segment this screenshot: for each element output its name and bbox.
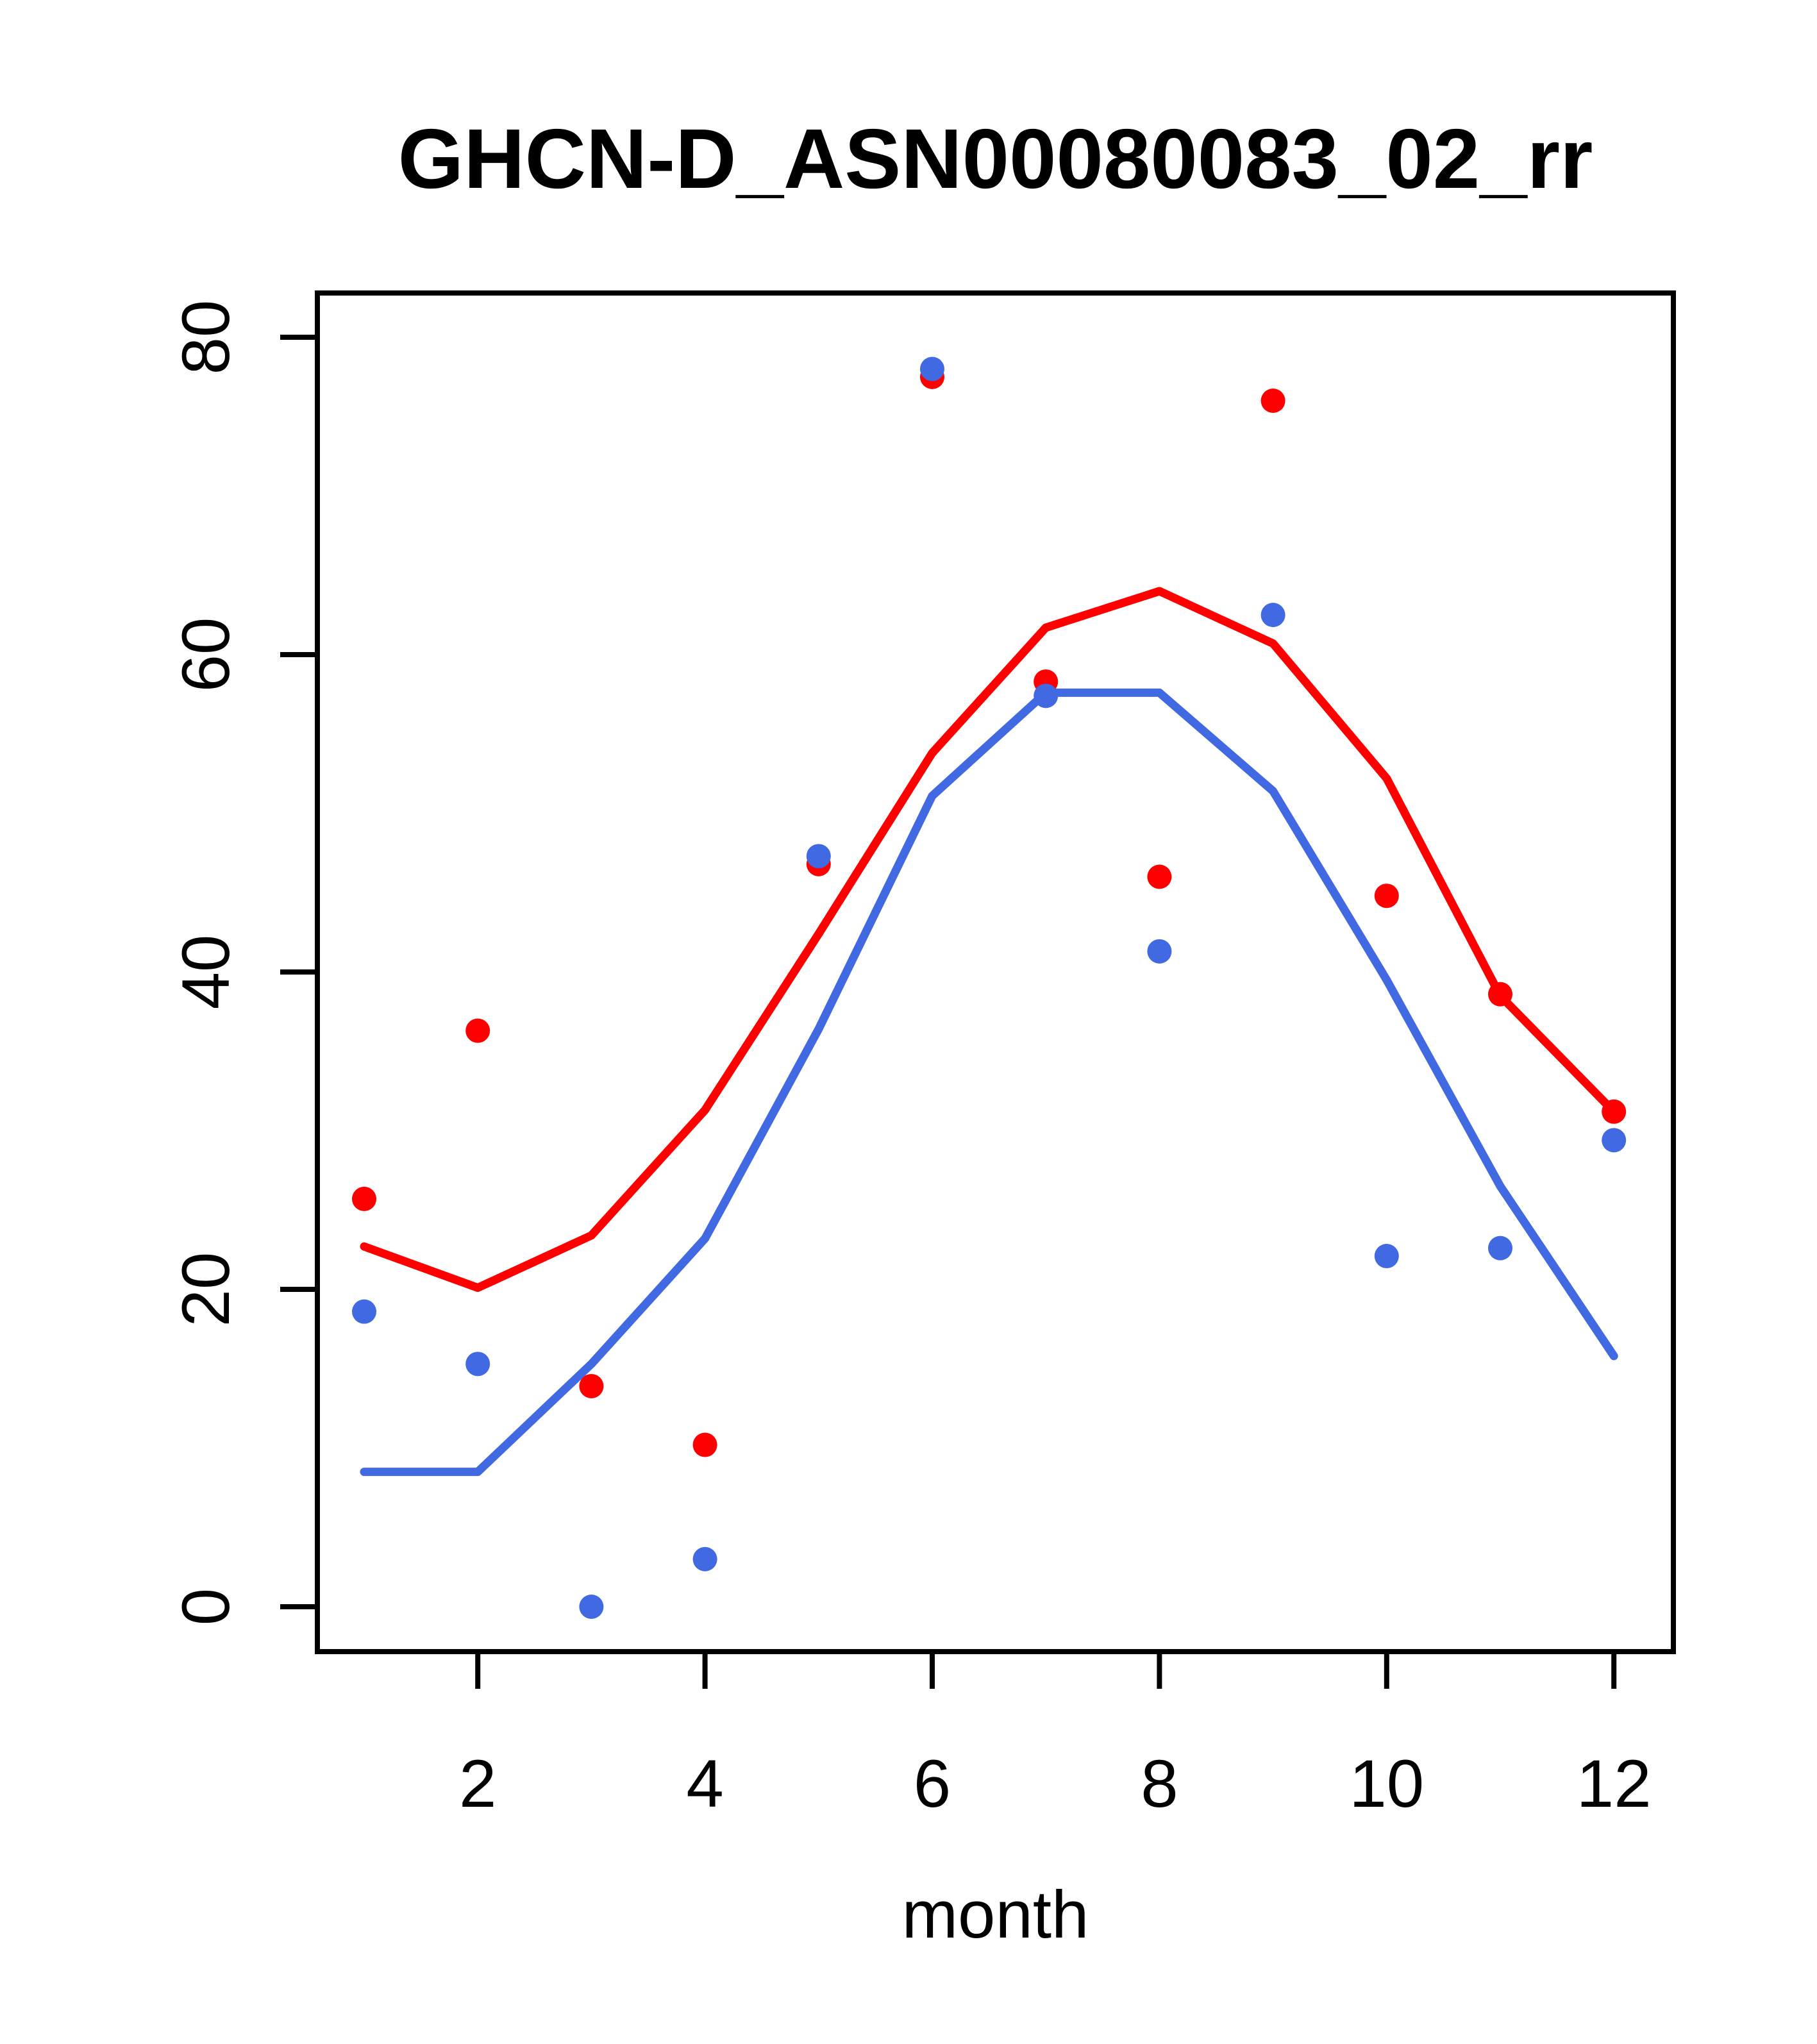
- red-series-points: [352, 364, 1627, 1457]
- data-point: [1034, 683, 1059, 708]
- x-axis-label: month: [902, 1877, 1089, 1952]
- x-tick-label: 8: [1141, 1747, 1178, 1822]
- chart-title: GHCN-D_ASN00080083_02_rr: [398, 112, 1593, 206]
- data-point: [1602, 1128, 1627, 1153]
- data-point: [465, 1352, 490, 1377]
- x-tick-label: 4: [686, 1747, 723, 1822]
- x-tick-label: 10: [1349, 1747, 1424, 1822]
- data-point: [1260, 603, 1285, 628]
- data-point: [692, 1432, 717, 1457]
- blue-series-line: [360, 688, 1618, 1477]
- data-point: [1488, 1236, 1512, 1261]
- data-point: [352, 1186, 376, 1211]
- data-point: [579, 1373, 604, 1398]
- data-point: [1374, 884, 1399, 909]
- x-tick-label: 6: [914, 1747, 951, 1822]
- data-point: [1374, 1244, 1399, 1269]
- plot-box: [315, 290, 1676, 1654]
- x-tick-label: 2: [459, 1747, 496, 1822]
- data-point: [579, 1595, 604, 1619]
- data-point: [692, 1546, 717, 1571]
- data-point: [1602, 1099, 1627, 1124]
- data-point: [920, 356, 944, 381]
- data-point: [352, 1299, 376, 1324]
- y-tick-label: 40: [169, 935, 244, 1010]
- data-point: [806, 844, 831, 869]
- data-point: [1488, 982, 1512, 1007]
- data-point: [465, 1018, 490, 1043]
- data-point: [1147, 864, 1172, 889]
- data-point: [1260, 389, 1285, 413]
- data-point: [1147, 939, 1172, 964]
- y-tick-label: 0: [169, 1588, 244, 1625]
- y-tick-label: 20: [169, 1252, 244, 1327]
- blue-series-points: [352, 356, 1627, 1619]
- red-series-line: [360, 587, 1618, 1293]
- x-tick-label: 12: [1577, 1747, 1652, 1822]
- y-tick-label: 60: [169, 617, 244, 692]
- y-tick-label: 80: [169, 300, 244, 375]
